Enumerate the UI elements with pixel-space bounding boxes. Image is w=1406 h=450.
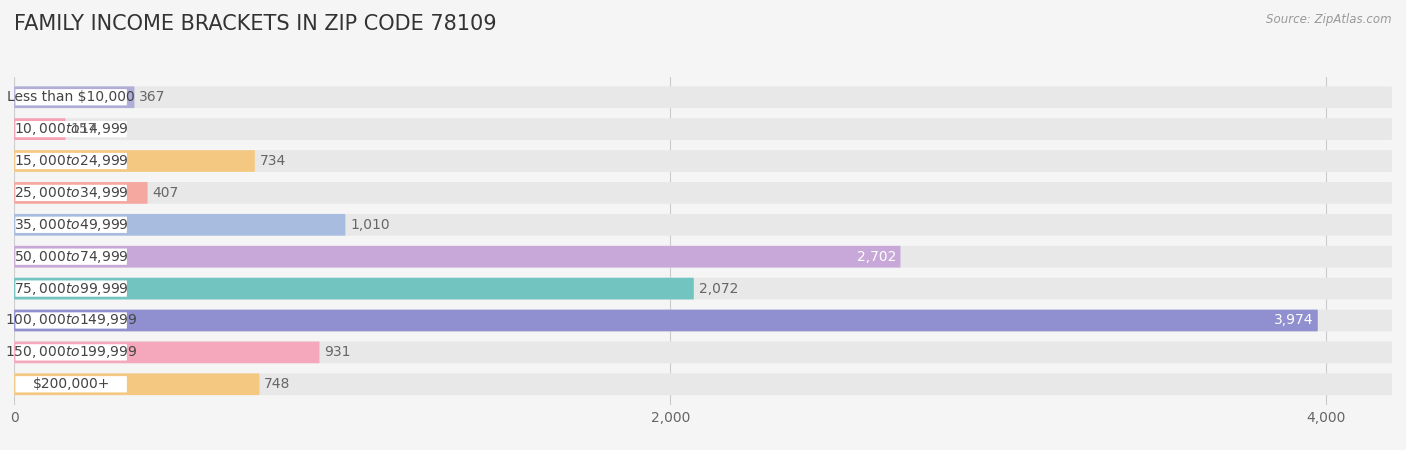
Text: $35,000 to $49,999: $35,000 to $49,999 <box>14 217 128 233</box>
Text: $25,000 to $34,999: $25,000 to $34,999 <box>14 185 128 201</box>
FancyBboxPatch shape <box>14 214 346 236</box>
FancyBboxPatch shape <box>14 278 1392 299</box>
FancyBboxPatch shape <box>15 376 127 392</box>
FancyBboxPatch shape <box>14 182 148 204</box>
Text: 3,974: 3,974 <box>1274 314 1313 328</box>
Text: 2,072: 2,072 <box>699 282 738 296</box>
Text: $200,000+: $200,000+ <box>32 377 110 391</box>
FancyBboxPatch shape <box>15 89 127 105</box>
FancyBboxPatch shape <box>14 310 1392 331</box>
FancyBboxPatch shape <box>14 86 135 108</box>
Text: 407: 407 <box>152 186 179 200</box>
Text: Less than $10,000: Less than $10,000 <box>7 90 135 104</box>
Text: 748: 748 <box>264 377 291 391</box>
Text: 2,702: 2,702 <box>858 250 897 264</box>
FancyBboxPatch shape <box>15 216 127 233</box>
Text: 734: 734 <box>260 154 285 168</box>
FancyBboxPatch shape <box>14 118 66 140</box>
FancyBboxPatch shape <box>14 246 900 268</box>
Text: $75,000 to $99,999: $75,000 to $99,999 <box>14 281 128 297</box>
FancyBboxPatch shape <box>15 312 127 328</box>
FancyBboxPatch shape <box>14 342 1392 363</box>
Text: $15,000 to $24,999: $15,000 to $24,999 <box>14 153 128 169</box>
FancyBboxPatch shape <box>14 246 1392 268</box>
Text: 931: 931 <box>325 346 352 360</box>
Text: Source: ZipAtlas.com: Source: ZipAtlas.com <box>1267 14 1392 27</box>
FancyBboxPatch shape <box>15 344 127 360</box>
FancyBboxPatch shape <box>14 182 1392 204</box>
Text: $100,000 to $149,999: $100,000 to $149,999 <box>6 312 138 328</box>
FancyBboxPatch shape <box>15 248 127 265</box>
Text: $10,000 to $14,999: $10,000 to $14,999 <box>14 121 128 137</box>
FancyBboxPatch shape <box>14 150 1392 172</box>
Text: FAMILY INCOME BRACKETS IN ZIP CODE 78109: FAMILY INCOME BRACKETS IN ZIP CODE 78109 <box>14 14 496 33</box>
FancyBboxPatch shape <box>15 280 127 297</box>
FancyBboxPatch shape <box>14 86 1392 108</box>
FancyBboxPatch shape <box>14 374 260 395</box>
FancyBboxPatch shape <box>15 185 127 201</box>
FancyBboxPatch shape <box>14 310 1317 331</box>
Text: 367: 367 <box>139 90 166 104</box>
FancyBboxPatch shape <box>14 150 254 172</box>
FancyBboxPatch shape <box>14 118 1392 140</box>
FancyBboxPatch shape <box>14 214 1392 236</box>
FancyBboxPatch shape <box>14 278 693 299</box>
Text: 157: 157 <box>70 122 97 136</box>
Text: $50,000 to $74,999: $50,000 to $74,999 <box>14 249 128 265</box>
FancyBboxPatch shape <box>14 374 1392 395</box>
Text: $150,000 to $199,999: $150,000 to $199,999 <box>6 344 138 360</box>
FancyBboxPatch shape <box>15 121 127 137</box>
FancyBboxPatch shape <box>15 153 127 169</box>
Text: 1,010: 1,010 <box>350 218 389 232</box>
FancyBboxPatch shape <box>14 342 319 363</box>
